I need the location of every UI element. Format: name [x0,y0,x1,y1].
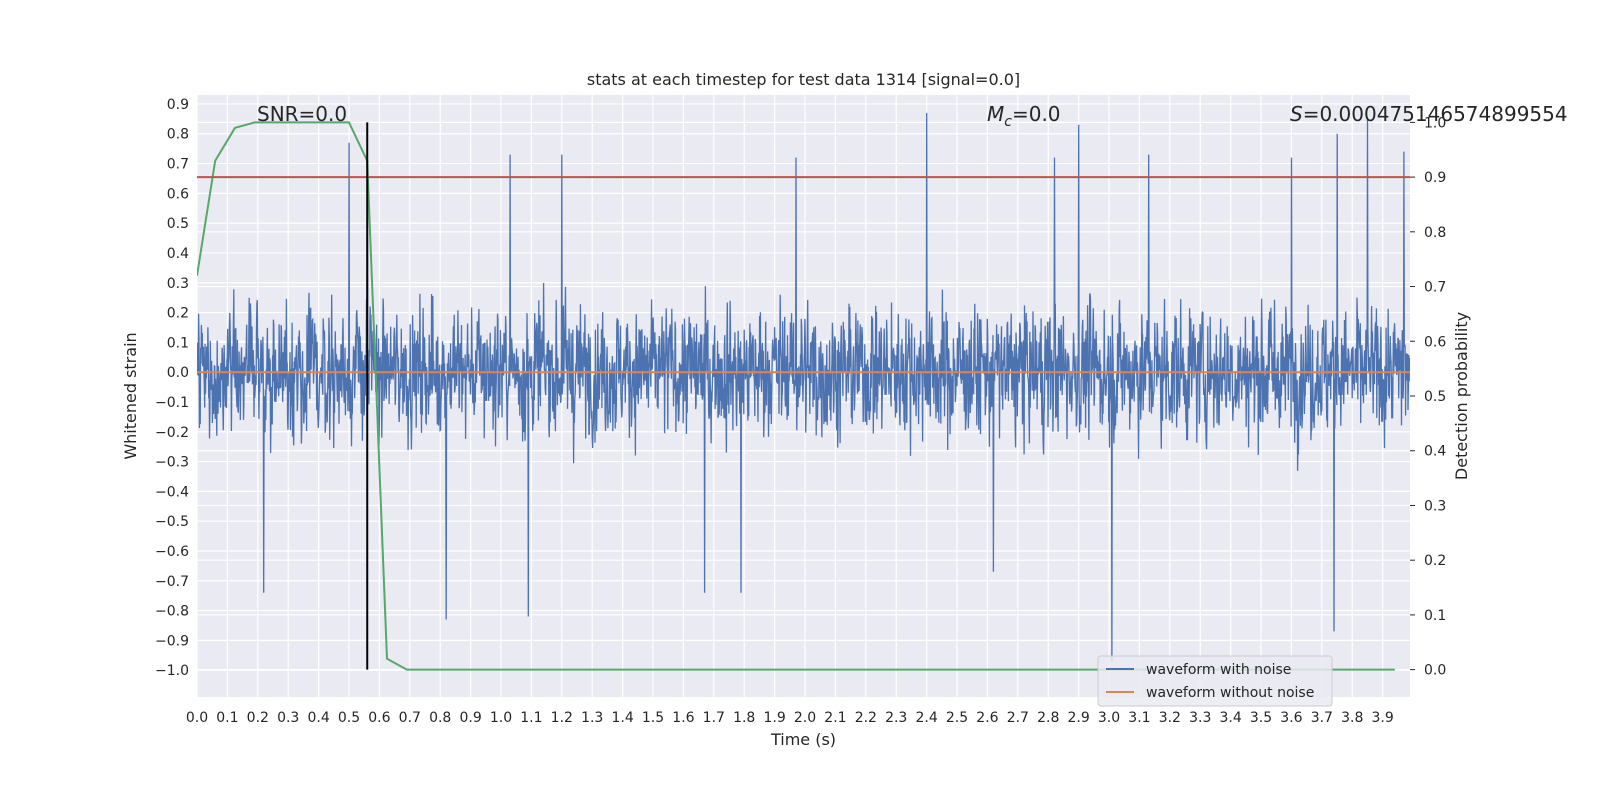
y2-tick-label: 0.2 [1424,553,1446,569]
y2-tick-label: 0.0 [1424,663,1446,679]
x-tick-label: 3.4 [1220,710,1242,726]
y2-tick-label: 0.6 [1424,334,1446,350]
y-tick-label: −1.0 [155,663,189,679]
x-tick-label: 1.5 [642,710,664,726]
y2-tick-label: 0.4 [1424,444,1446,460]
x-tick-label: 3.7 [1311,710,1333,726]
mc-symbol: M [987,102,1004,126]
tick-labels: 0.0 0.1 0.2 0.3 0.4 0.5 0.6 0.7 0.8 0.9 1.0 1.1 1.2 1… [155,97,1446,726]
y-tick-label: −0.1 [155,395,189,411]
x-tick-label: 2.0 [794,710,816,726]
s-annotation: S=0.000475146574899554 [1290,102,1568,126]
x-tick-label: 0.0 [186,710,208,726]
series-layer [197,112,1410,671]
s-symbol: S [1290,102,1303,126]
x-tick-label: 3.1 [1128,710,1150,726]
y-tick-label: −0.2 [155,425,189,441]
y2-tick-label: 0.7 [1424,280,1446,296]
x-tick-label: 0.1 [216,710,238,726]
mc-value: =0.0 [1012,102,1061,126]
x-tick-label: 0.3 [277,710,299,726]
chirp-mass-annotation: Mc=0.0 [987,102,1061,130]
x-tick-label: 1.4 [611,710,633,726]
y-tick-label: 0.9 [167,97,189,113]
x-tick-label: 1.3 [581,710,603,726]
y-tick-label: −0.6 [155,544,189,560]
x-tick-label: 0.6 [368,710,390,726]
reference-lines [197,122,1410,670]
x-tick-label: 3.5 [1250,710,1272,726]
x-tick-label: 2.6 [976,710,998,726]
y-tick-label: 0.7 [167,157,189,173]
x-tick-label: 0.4 [307,710,329,726]
s-value: =0.000475146574899554 [1303,102,1568,126]
x-tick-label: 2.5 [946,710,968,726]
y-tick-label: 0.0 [167,365,189,381]
chart-title: stats at each timestep for test data 131… [587,70,1020,89]
y2-tick-label: 0.5 [1424,389,1446,405]
x-tick-label: 3.6 [1280,710,1302,726]
x-tick-label: 2.4 [915,710,937,726]
legend-label-waveform-with-noise: waveform with noise [1146,662,1291,678]
x-tick-label: 1.6 [672,710,694,726]
y-tick-label: −0.3 [155,455,189,471]
x-tick-label: 2.9 [1067,710,1089,726]
y-tick-label: 0.2 [167,306,189,322]
y-tick-label: −0.4 [155,484,189,500]
y-axis-label: Whitened strain [121,332,140,459]
x-tick-label: 0.8 [429,710,451,726]
x-tick-label: 1.7 [703,710,725,726]
y-tick-label: 0.5 [167,216,189,232]
x-tick-label: 0.7 [399,710,421,726]
x-tick-label: 2.8 [1037,710,1059,726]
y-tick-label: 0.4 [167,246,189,262]
x-tick-label: 2.7 [1007,710,1029,726]
mc-subscript: c [1004,114,1012,130]
x-tick-label: 1.8 [733,710,755,726]
y-tick-label: 0.6 [167,186,189,202]
y-tick-label: 0.8 [167,127,189,143]
x-tick-label: 0.5 [338,710,360,726]
grid [196,95,1410,697]
x-tick-label: 1.1 [520,710,542,726]
legend-label-waveform-without-noise: waveform without noise [1146,685,1314,701]
y-tick-label: 0.1 [167,335,189,351]
legend: waveform with noise waveform without noi… [1097,655,1333,707]
y2-tick-label: 0.8 [1424,225,1446,241]
x-tick-label: 0.9 [459,710,481,726]
x-tick-label: 2.3 [885,710,907,726]
y-tick-label: 0.3 [167,276,189,292]
x-tick-label: 2.1 [824,710,846,726]
x-tick-label: 0.2 [247,710,269,726]
y2-axis-label: Detection probability [1452,312,1471,480]
y2-tick-label: 0.3 [1424,498,1446,514]
x-tick-label: 3.0 [1098,710,1120,726]
y-tick-label: −0.7 [155,574,189,590]
y-tick-label: −0.8 [155,604,189,620]
y2-tick-label: 0.1 [1424,608,1446,624]
x-tick-label: 2.2 [855,710,877,726]
x-tick-label: 1.9 [763,710,785,726]
snr-annotation: SNR=0.0 [257,102,347,126]
legend-box [1097,655,1333,707]
y2-tick-label: 0.9 [1424,170,1446,186]
x-axis-label: Time (s) [770,730,836,749]
x-tick-label: 3.3 [1189,710,1211,726]
y-tick-label: −0.9 [155,633,189,649]
x-tick-label: 3.9 [1372,710,1394,726]
series-line-detection-probability [197,121,1395,671]
x-tick-label: 3.8 [1341,710,1363,726]
series-line-waveform-with-noise [197,112,1410,662]
x-tick-label: 3.2 [1159,710,1181,726]
x-tick-label: 1.0 [490,710,512,726]
x-tick-label: 1.2 [551,710,573,726]
y-tick-label: −0.5 [155,514,189,530]
y2-tick-label: 1.0 [1424,115,1446,131]
